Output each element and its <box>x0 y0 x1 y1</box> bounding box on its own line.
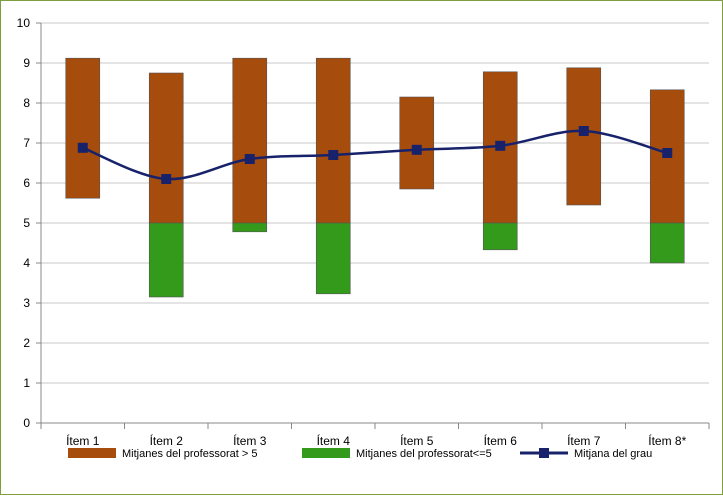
bar-below-5 <box>232 222 268 233</box>
x-tick-label: Ítem 7 <box>567 433 601 448</box>
x-tick-label: Ítem 4 <box>317 433 351 448</box>
y-axis-tick-labels: 0 1 2 3 4 5 6 7 8 9 10 <box>17 16 31 430</box>
axes <box>36 22 710 429</box>
y-tick-label: 2 <box>23 336 30 350</box>
x-tick-label: Ítem 3 <box>233 433 267 448</box>
x-tick-label: Ítem 1 <box>66 433 100 448</box>
average-point-marker <box>578 126 589 136</box>
y-tick-label: 1 <box>23 376 30 390</box>
legend-swatch <box>68 448 116 458</box>
legend: Mitjanes del professorat > 5 Mitjanes del… <box>68 448 652 460</box>
legend-label: Mitjanes del professorat > 5 <box>122 448 257 460</box>
x-tick-label: Ítem 2 <box>150 433 184 448</box>
bars <box>65 57 685 298</box>
bar-below-5 <box>148 222 184 298</box>
average-point-marker <box>77 142 88 153</box>
legend-swatch <box>302 448 350 458</box>
bar-above-5 <box>65 57 101 199</box>
bar-above-5 <box>148 72 184 224</box>
legend-label: Mitjana del grau <box>574 448 652 460</box>
y-tick-label: 4 <box>23 256 30 270</box>
gridlines <box>41 22 709 384</box>
legend-label: Mitjanes del professorat<=5 <box>356 448 492 460</box>
bar-above-5 <box>566 67 602 206</box>
y-tick-label: 6 <box>23 176 30 190</box>
x-tick-label: Ítem 8* <box>648 433 686 448</box>
y-tick-label: 10 <box>17 16 31 30</box>
average-point-marker <box>328 150 339 160</box>
bar-below-5 <box>649 222 685 264</box>
average-point-marker <box>244 154 255 164</box>
x-tick-label: Ítem 5 <box>400 433 434 448</box>
average-point-marker <box>161 174 172 184</box>
y-tick-label: 7 <box>23 136 30 150</box>
bar-below-5 <box>482 222 518 251</box>
bar-above-5 <box>315 57 351 224</box>
legend-marker <box>539 448 549 458</box>
bar-above-5 <box>399 96 435 190</box>
bar-below-5 <box>315 222 351 295</box>
average-point-marker <box>495 140 506 151</box>
y-tick-label: 3 <box>23 296 30 310</box>
average-line-path <box>82 129 668 181</box>
x-tick-label: Ítem 6 <box>484 433 518 448</box>
average-point-marker <box>411 144 422 155</box>
bar-above-5 <box>232 57 268 224</box>
y-tick-label: 9 <box>23 56 30 70</box>
average-point-marker <box>662 148 673 158</box>
y-tick-label: 8 <box>23 96 30 110</box>
x-axis-tick-labels: Ítem 1 Ítem 2 Ítem 3 Ítem 4 Ítem 5 Ítem 6 Ítem… <box>66 433 687 448</box>
average-line <box>77 126 673 184</box>
y-tick-label: 5 <box>23 216 30 230</box>
y-tick-label: 0 <box>23 416 30 430</box>
